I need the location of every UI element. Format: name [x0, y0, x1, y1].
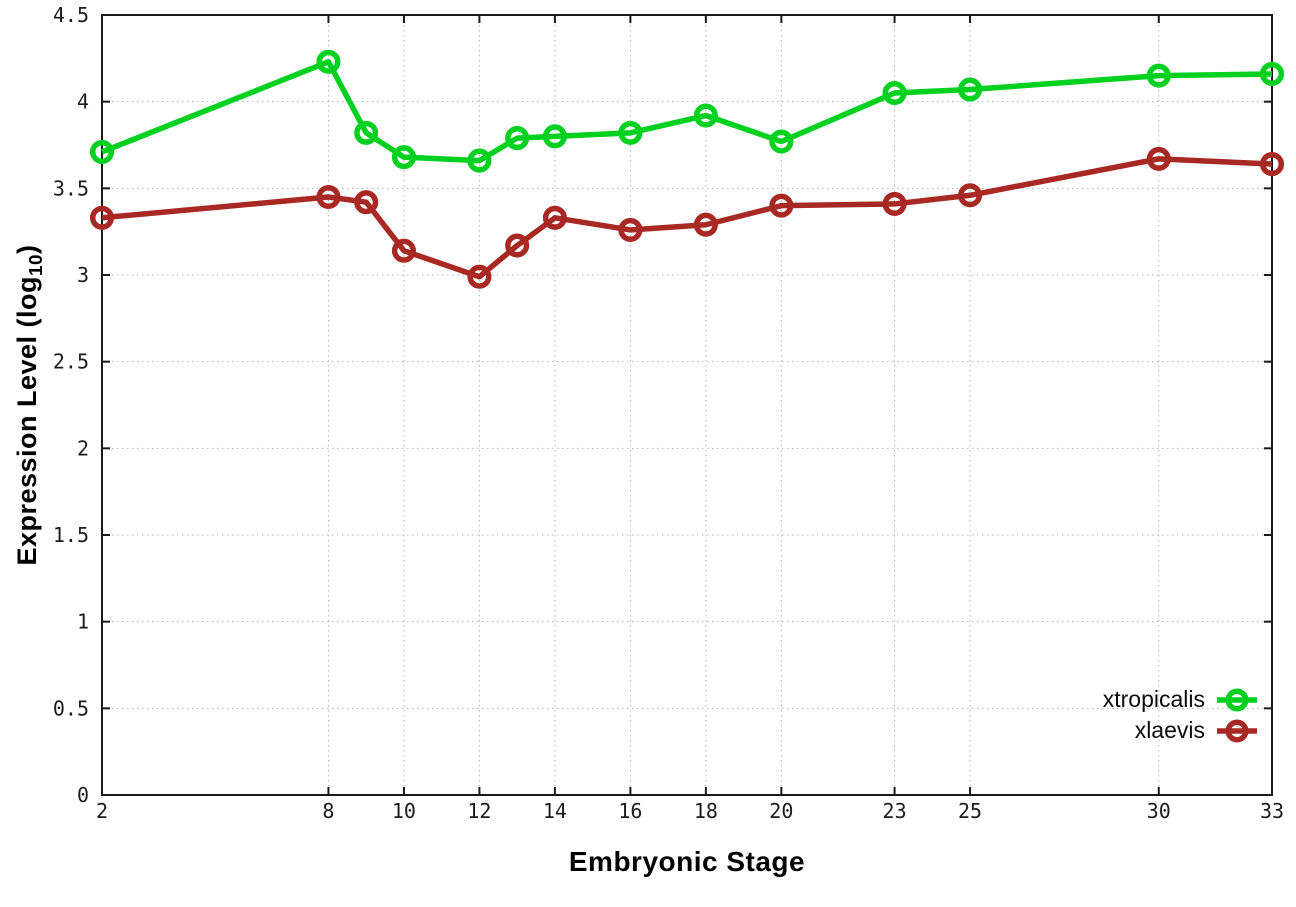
y-tick-label: 2	[77, 436, 89, 460]
data-point-marker	[693, 212, 718, 237]
y-axis-title-text: Expression Level (log	[12, 275, 43, 566]
y-tick-label: 3.5	[53, 176, 89, 200]
data-point-marker	[693, 103, 718, 128]
data-point-marker	[882, 191, 907, 216]
x-tick-label: 12	[467, 799, 491, 823]
legend-item-xlaevis: xlaevis	[1135, 717, 1260, 744]
gridlines	[102, 15, 1272, 795]
x-tick-label: 14	[543, 799, 567, 823]
x-axis-title: Embryonic Stage	[568, 846, 806, 877]
series-xlaevis	[89, 146, 1285, 289]
plot-border	[101, 14, 1273, 796]
legend-item-xtropicalis: xtropicalis	[1103, 686, 1260, 713]
x-tick-label: 16	[618, 799, 642, 823]
legend-open-circle-icon	[1217, 687, 1257, 712]
x-tick-label: 8	[322, 799, 334, 823]
data-point-marker	[958, 77, 983, 102]
data-point-marker	[505, 233, 530, 258]
x-tick-label: 10	[392, 799, 416, 823]
data-point-marker	[89, 139, 115, 164]
data-point-marker	[958, 183, 983, 208]
y-tick-label: 1.5	[53, 523, 89, 547]
data-point-marker	[1259, 152, 1285, 177]
y-tick-labels: 0 0.5 1 1.5 2 2.5 3 3.5 4 4.5	[53, 3, 89, 807]
series-line	[100, 59, 1273, 164]
y-tick-label: 1	[77, 610, 89, 634]
data-point-marker	[316, 184, 341, 210]
data-point-marker	[354, 190, 379, 215]
data-point-marker	[542, 124, 567, 149]
y-axis-title-suffix: )	[12, 244, 43, 254]
data-point-marker	[618, 120, 643, 145]
y-tick-label: 4.5	[53, 3, 89, 27]
y-axis-title-subscript: 10	[25, 253, 47, 276]
legend-label: xtropicalis	[1102, 686, 1205, 712]
y-tick-label: 0.5	[53, 696, 89, 720]
x-tick-label: 30	[1147, 799, 1171, 823]
x-tick-labels: 2 8 10 12 14 16 18 20 23 25 30 33	[96, 799, 1284, 823]
data-point-marker	[542, 205, 567, 230]
data-point-marker	[316, 49, 341, 74]
y-tick-label: 2.5	[53, 350, 89, 374]
series-xtropicalis	[89, 49, 1285, 173]
x-tick-label: 23	[883, 799, 907, 823]
data-point-marker	[769, 129, 794, 154]
data-point-marker	[1259, 61, 1285, 86]
data-point-marker	[391, 238, 416, 263]
data-point-marker	[391, 145, 416, 170]
data-point-marker	[1146, 146, 1171, 171]
x-tick-label: 18	[694, 799, 718, 823]
series-line	[101, 156, 1273, 280]
y-tick-label: 4	[77, 90, 89, 114]
x-tick-label: 33	[1260, 799, 1284, 823]
data-point-marker	[89, 205, 115, 230]
x-tick-label: 20	[769, 799, 793, 823]
data-point-marker	[882, 80, 907, 106]
tick-marks	[101, 14, 1273, 796]
legend-open-circle-icon	[1217, 718, 1257, 743]
data-point-marker	[505, 126, 530, 151]
data-point-marker	[769, 193, 794, 218]
data-point-marker	[467, 264, 492, 289]
legend-label: xlaevis	[1134, 717, 1205, 743]
legend: xtropicalis xlaevis	[1103, 686, 1260, 744]
y-tick-label: 0	[77, 783, 89, 807]
x-tick-label: 25	[958, 799, 982, 823]
data-point-marker	[618, 217, 643, 242]
data-point-marker	[354, 120, 379, 145]
y-tick-label: 3	[77, 263, 89, 287]
data-point-marker	[467, 148, 492, 173]
x-tick-label: 2	[96, 799, 108, 823]
y-axis-title: Expression Level (log10)	[12, 244, 48, 565]
data-point-marker	[1146, 63, 1171, 88]
